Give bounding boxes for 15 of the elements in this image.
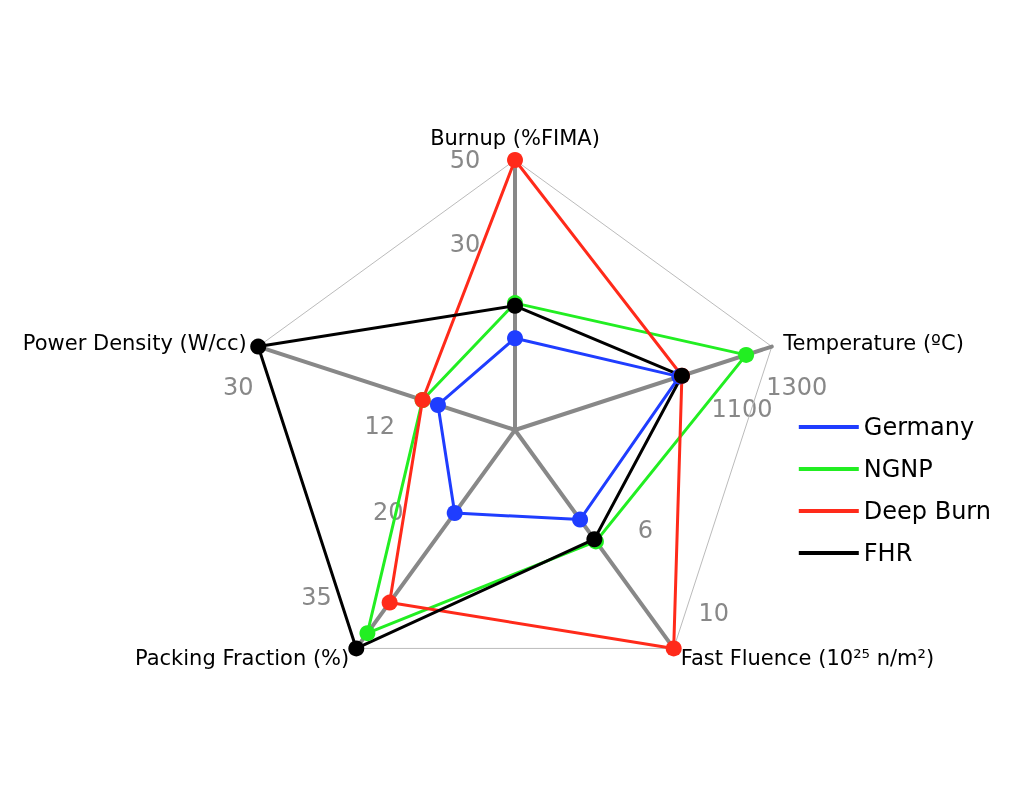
legend-label: Germany	[863, 413, 975, 441]
text: 12	[364, 411, 395, 440]
spoke-label: Fast Fluence (10²⁵ n/m²)	[680, 646, 935, 671]
spoke-label: Packing Fraction (%)	[134, 646, 350, 671]
spoke-label: Temperature (ºC)	[782, 330, 964, 355]
legend-label: Deep Burn	[863, 497, 992, 525]
text: 30	[449, 229, 481, 258]
text: 30	[222, 372, 254, 401]
legend-label: FHR	[863, 539, 913, 567]
spoke-label: Power Density (W/cc)	[22, 330, 247, 355]
text: 6	[637, 515, 654, 544]
text: 10	[698, 599, 729, 628]
text: 35	[301, 582, 332, 611]
text: 1100	[711, 395, 773, 424]
legend-label: NGNP	[863, 455, 933, 483]
